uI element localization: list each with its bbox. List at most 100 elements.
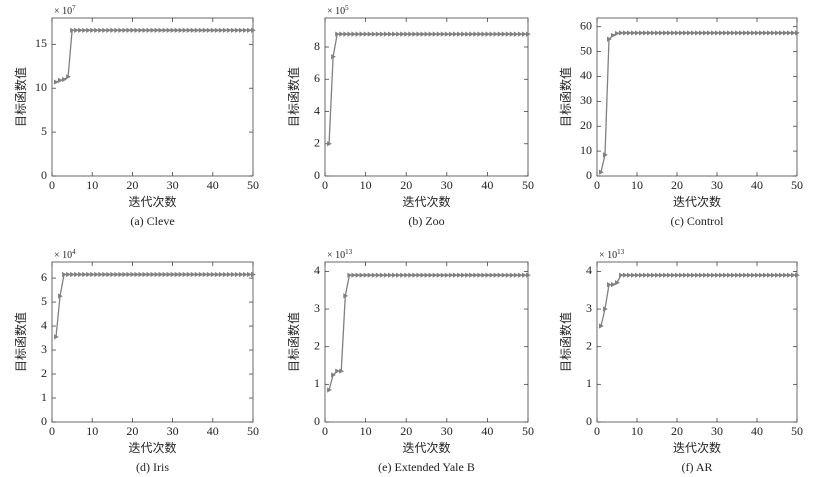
marker — [70, 27, 75, 33]
x-tick-label: 50 — [522, 424, 534, 438]
marker — [379, 272, 385, 278]
marker — [615, 30, 620, 37]
y-tick-label: 1 — [586, 376, 592, 390]
x-tick-label: 50 — [791, 424, 803, 438]
marker — [178, 271, 184, 278]
x-tick-label: 50 — [247, 178, 259, 192]
marker — [62, 271, 67, 278]
marker — [639, 272, 644, 278]
marker — [351, 272, 357, 278]
marker — [66, 74, 71, 80]
marker — [755, 272, 760, 278]
marker — [787, 30, 792, 36]
marker — [114, 27, 120, 33]
x-axis-label: 迭代次数 — [673, 440, 721, 455]
marker — [74, 27, 79, 33]
axis-scale-exponent: 7 — [72, 4, 76, 12]
marker — [404, 272, 409, 278]
marker — [667, 30, 672, 36]
x-tick-label: 0 — [322, 424, 328, 438]
marker — [355, 31, 361, 37]
marker — [667, 272, 672, 278]
marker — [763, 30, 768, 36]
marker — [158, 27, 164, 33]
marker — [663, 272, 668, 278]
marker — [404, 31, 409, 37]
marker — [775, 30, 780, 36]
marker — [166, 27, 172, 33]
marker — [78, 271, 83, 278]
marker — [331, 54, 336, 60]
marker — [791, 272, 796, 278]
marker — [416, 272, 422, 278]
marker — [747, 272, 752, 278]
marker — [497, 272, 503, 278]
marker — [126, 27, 132, 33]
marker — [623, 30, 628, 36]
marker — [359, 31, 365, 37]
marker — [416, 31, 422, 37]
marker — [509, 31, 515, 37]
marker — [767, 272, 772, 278]
marker — [130, 27, 136, 33]
y-tick-label: 4 — [41, 318, 47, 332]
marker — [743, 272, 748, 278]
x-tick-label: 40 — [481, 424, 493, 438]
marker — [711, 272, 716, 278]
marker — [787, 272, 792, 278]
marker — [639, 30, 644, 36]
marker — [158, 271, 164, 278]
marker — [735, 272, 740, 278]
marker — [347, 31, 353, 37]
marker — [206, 271, 212, 278]
marker — [452, 31, 458, 37]
marker — [214, 271, 220, 278]
marker — [238, 27, 244, 33]
marker — [727, 30, 732, 36]
marker — [230, 271, 236, 278]
y-tick-label: 1 — [314, 376, 320, 390]
marker — [251, 271, 256, 278]
marker — [86, 27, 91, 33]
x-tick-label: 30 — [167, 178, 179, 192]
marker — [396, 272, 401, 278]
x-tick-label: 40 — [751, 178, 763, 192]
y-tick-label: 0 — [586, 168, 592, 182]
y-axis-label: 目标函数值 — [286, 312, 301, 372]
marker — [420, 31, 426, 37]
x-tick-label: 50 — [522, 178, 534, 192]
x-tick-label: 30 — [711, 178, 723, 192]
x-tick-label: 30 — [441, 178, 453, 192]
marker — [251, 27, 256, 33]
marker — [526, 31, 531, 37]
caption: (c) Control — [671, 214, 725, 228]
marker — [234, 271, 240, 278]
marker — [493, 31, 499, 37]
marker — [170, 271, 176, 278]
marker — [347, 272, 353, 278]
axis-scale-exponent: 5 — [345, 4, 349, 12]
y-tick-label: 4 — [314, 263, 320, 277]
marker — [242, 271, 248, 278]
x-tick-label: 0 — [49, 424, 55, 438]
marker — [198, 27, 204, 33]
marker — [186, 27, 192, 33]
line — [328, 33, 528, 144]
x-tick-label: 0 — [594, 424, 600, 438]
marker — [375, 31, 381, 37]
line — [55, 29, 253, 83]
y-tick-label: 3 — [586, 301, 592, 315]
marker — [448, 272, 454, 278]
marker — [469, 272, 474, 278]
x-tick-label: 20 — [400, 178, 412, 192]
marker — [94, 27, 100, 33]
marker — [603, 306, 608, 312]
marker — [643, 30, 648, 36]
marker — [432, 31, 438, 37]
x-axis-label: 迭代次数 — [673, 194, 721, 209]
y-tick-label: 50 — [580, 43, 592, 57]
marker — [526, 272, 531, 278]
x-tick-label: 50 — [247, 424, 259, 438]
marker — [226, 271, 232, 278]
